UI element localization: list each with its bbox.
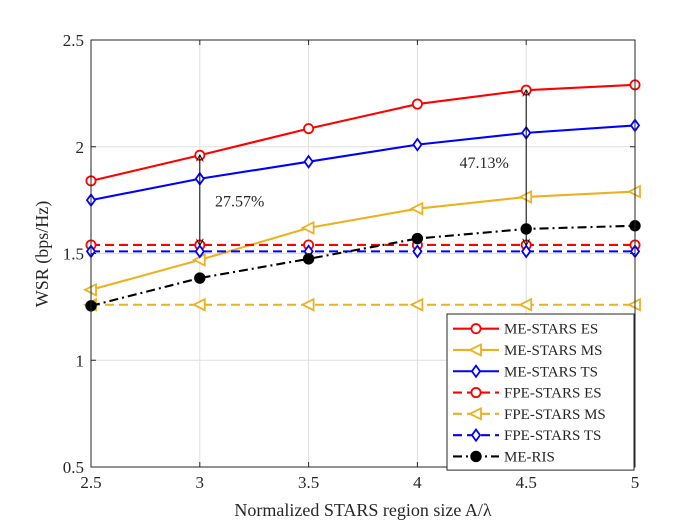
gap-annotation-label: 47.13% <box>459 155 508 172</box>
y-tick-label: 1.5 <box>63 245 84 264</box>
data-point <box>409 201 424 216</box>
y-tick-label: 2 <box>76 138 85 157</box>
y-tick-label: 1 <box>76 351 85 370</box>
annotation-layer: 27.57% 47.13% <box>200 90 526 245</box>
series-line-2 <box>90 190 636 291</box>
data-point <box>300 220 315 235</box>
x-tick-label: 4.5 <box>516 473 537 492</box>
data-point <box>191 297 206 312</box>
legend-entry-label: ME-STARS ES <box>504 322 598 338</box>
legend-entry-label: ME-STARS TS <box>504 364 598 380</box>
y-tick-label: 0.5 <box>63 458 84 477</box>
legend-swatch-marker <box>470 387 482 399</box>
data-point <box>411 232 424 245</box>
data-point <box>303 154 314 169</box>
legend-swatch-marker <box>470 450 482 463</box>
legend-swatch-marker <box>467 406 482 421</box>
x-tick-label: 2.5 <box>80 473 101 492</box>
legend-swatch-marker <box>467 342 482 357</box>
x-tick-label: 5 <box>631 473 640 492</box>
legend-swatch-marker <box>470 323 482 335</box>
gap-annotation-label: 27.57% <box>215 194 264 211</box>
x-axis-label: Normalized STARS region size A/λ <box>234 500 492 520</box>
legend-swatch-marker <box>470 364 482 379</box>
data-point <box>303 123 315 135</box>
legend-swatch-marker <box>470 428 482 443</box>
data-point <box>409 297 424 312</box>
y-axis-label: WSR (bps/Hz) <box>32 201 53 308</box>
tick-layer: 2.5 3 3.5 4 4.5 5 0.5 1 1.5 2 2.5 <box>63 31 640 492</box>
x-tick-label: 3.5 <box>298 473 319 492</box>
series-line-3 <box>90 124 636 202</box>
data-point <box>194 272 206 284</box>
legend-entry-label: ME-RIS <box>504 449 555 465</box>
data-point <box>412 244 423 259</box>
legend: ME-STARS ES ME-STARS MS ME-STARS TS FPE-STA… <box>446 313 635 471</box>
data-point <box>518 297 533 312</box>
legend-entry-label: FPE-STARS ES <box>504 386 602 402</box>
data-point <box>300 297 315 312</box>
legend-entry-label: FPE-STARS MS <box>504 407 606 423</box>
data-point <box>194 244 205 259</box>
series-line-1 <box>90 83 636 182</box>
legend-entry-label: ME-STARS MS <box>504 343 602 359</box>
data-point <box>521 244 532 259</box>
x-tick-label: 3 <box>196 473 205 492</box>
legend-entry-label: FPE-STARS TS <box>504 428 601 444</box>
x-tick-label: 4 <box>413 473 422 492</box>
data-point <box>412 137 423 152</box>
series-line-7 <box>90 224 636 307</box>
data-point <box>411 98 423 110</box>
data-point <box>302 253 315 265</box>
y-tick-label: 2.5 <box>63 31 84 50</box>
